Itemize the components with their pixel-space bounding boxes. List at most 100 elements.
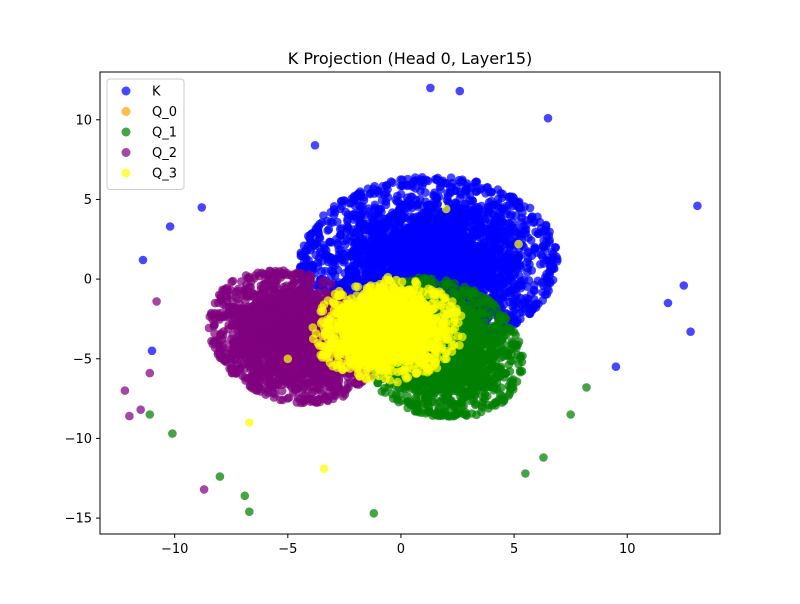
data-point bbox=[148, 347, 157, 356]
data-point bbox=[407, 181, 416, 190]
data-point bbox=[492, 249, 501, 258]
data-point bbox=[473, 187, 482, 196]
data-point bbox=[440, 268, 449, 277]
data-point bbox=[686, 327, 695, 336]
data-point bbox=[336, 231, 345, 240]
data-point bbox=[398, 265, 407, 274]
data-point bbox=[425, 236, 434, 245]
data-point bbox=[539, 242, 548, 251]
data-point bbox=[443, 193, 452, 202]
data-point bbox=[333, 241, 342, 250]
data-point bbox=[530, 286, 539, 295]
data-point bbox=[350, 233, 359, 242]
data-point bbox=[484, 203, 493, 212]
data-point bbox=[433, 194, 442, 203]
data-point bbox=[382, 189, 391, 198]
data-point bbox=[466, 209, 475, 218]
data-point bbox=[330, 211, 339, 220]
data-point bbox=[479, 257, 488, 266]
data-point bbox=[538, 288, 547, 297]
data-point bbox=[363, 251, 372, 260]
data-point bbox=[465, 248, 474, 257]
data-point bbox=[356, 192, 365, 201]
data-point bbox=[547, 260, 556, 269]
data-point bbox=[693, 202, 702, 211]
data-point bbox=[433, 246, 442, 255]
data-point bbox=[378, 238, 387, 247]
data-point bbox=[417, 246, 426, 255]
data-point bbox=[356, 239, 365, 248]
data-point bbox=[455, 221, 464, 230]
data-point bbox=[413, 202, 422, 211]
data-point bbox=[421, 197, 430, 206]
data-point bbox=[375, 250, 384, 259]
data-point bbox=[534, 229, 543, 238]
data-point bbox=[491, 201, 500, 210]
data-point bbox=[524, 304, 533, 313]
data-point bbox=[508, 256, 517, 265]
data-point bbox=[391, 196, 400, 205]
data-point bbox=[448, 232, 457, 241]
data-point bbox=[376, 205, 385, 214]
scatter-points bbox=[121, 84, 702, 518]
data-point bbox=[421, 188, 430, 197]
data-point bbox=[485, 279, 494, 288]
data-point bbox=[536, 260, 545, 269]
data-point bbox=[456, 87, 465, 96]
data-point bbox=[407, 192, 416, 201]
data-point bbox=[500, 277, 509, 286]
data-point bbox=[511, 224, 520, 233]
data-point bbox=[448, 179, 457, 188]
data-point bbox=[439, 177, 448, 186]
data-point bbox=[453, 271, 462, 280]
data-point bbox=[664, 299, 673, 308]
data-point bbox=[491, 239, 500, 248]
data-point bbox=[530, 245, 539, 254]
data-point bbox=[544, 114, 553, 123]
data-point bbox=[360, 226, 369, 235]
data-point bbox=[386, 236, 395, 245]
data-point bbox=[472, 219, 481, 228]
data-point bbox=[320, 241, 329, 250]
data-point bbox=[542, 270, 551, 279]
data-point bbox=[427, 226, 436, 235]
data-point bbox=[396, 181, 405, 190]
data-point bbox=[311, 141, 320, 150]
data-point bbox=[392, 229, 401, 238]
data-point bbox=[680, 281, 689, 290]
data-point bbox=[510, 317, 519, 326]
data-point bbox=[612, 362, 621, 371]
data-point bbox=[384, 247, 393, 256]
data-point bbox=[315, 220, 324, 229]
data-point bbox=[349, 225, 358, 234]
data-point bbox=[441, 218, 450, 227]
data-point bbox=[525, 260, 534, 269]
data-point bbox=[480, 238, 489, 247]
data-point bbox=[522, 216, 531, 225]
data-point bbox=[472, 411, 481, 420]
data-point bbox=[331, 256, 340, 265]
data-point bbox=[488, 268, 497, 277]
data-point bbox=[499, 291, 508, 300]
data-point bbox=[405, 254, 414, 263]
data-point bbox=[398, 202, 407, 211]
data-point bbox=[480, 268, 489, 277]
data-point bbox=[444, 243, 453, 252]
data-point bbox=[380, 218, 389, 227]
data-point bbox=[389, 255, 398, 264]
data-point bbox=[502, 240, 511, 249]
data-point bbox=[412, 221, 421, 230]
data-point bbox=[406, 235, 415, 244]
data-point bbox=[340, 269, 349, 278]
chart-title: K Projection (Head 0, Layer15) bbox=[288, 49, 533, 68]
data-point bbox=[476, 280, 485, 289]
data-point bbox=[139, 256, 148, 265]
data-point bbox=[492, 224, 501, 233]
data-point bbox=[356, 206, 365, 215]
data-point bbox=[520, 276, 529, 285]
data-point bbox=[433, 209, 442, 218]
data-point bbox=[512, 198, 521, 207]
data-point bbox=[198, 203, 207, 212]
